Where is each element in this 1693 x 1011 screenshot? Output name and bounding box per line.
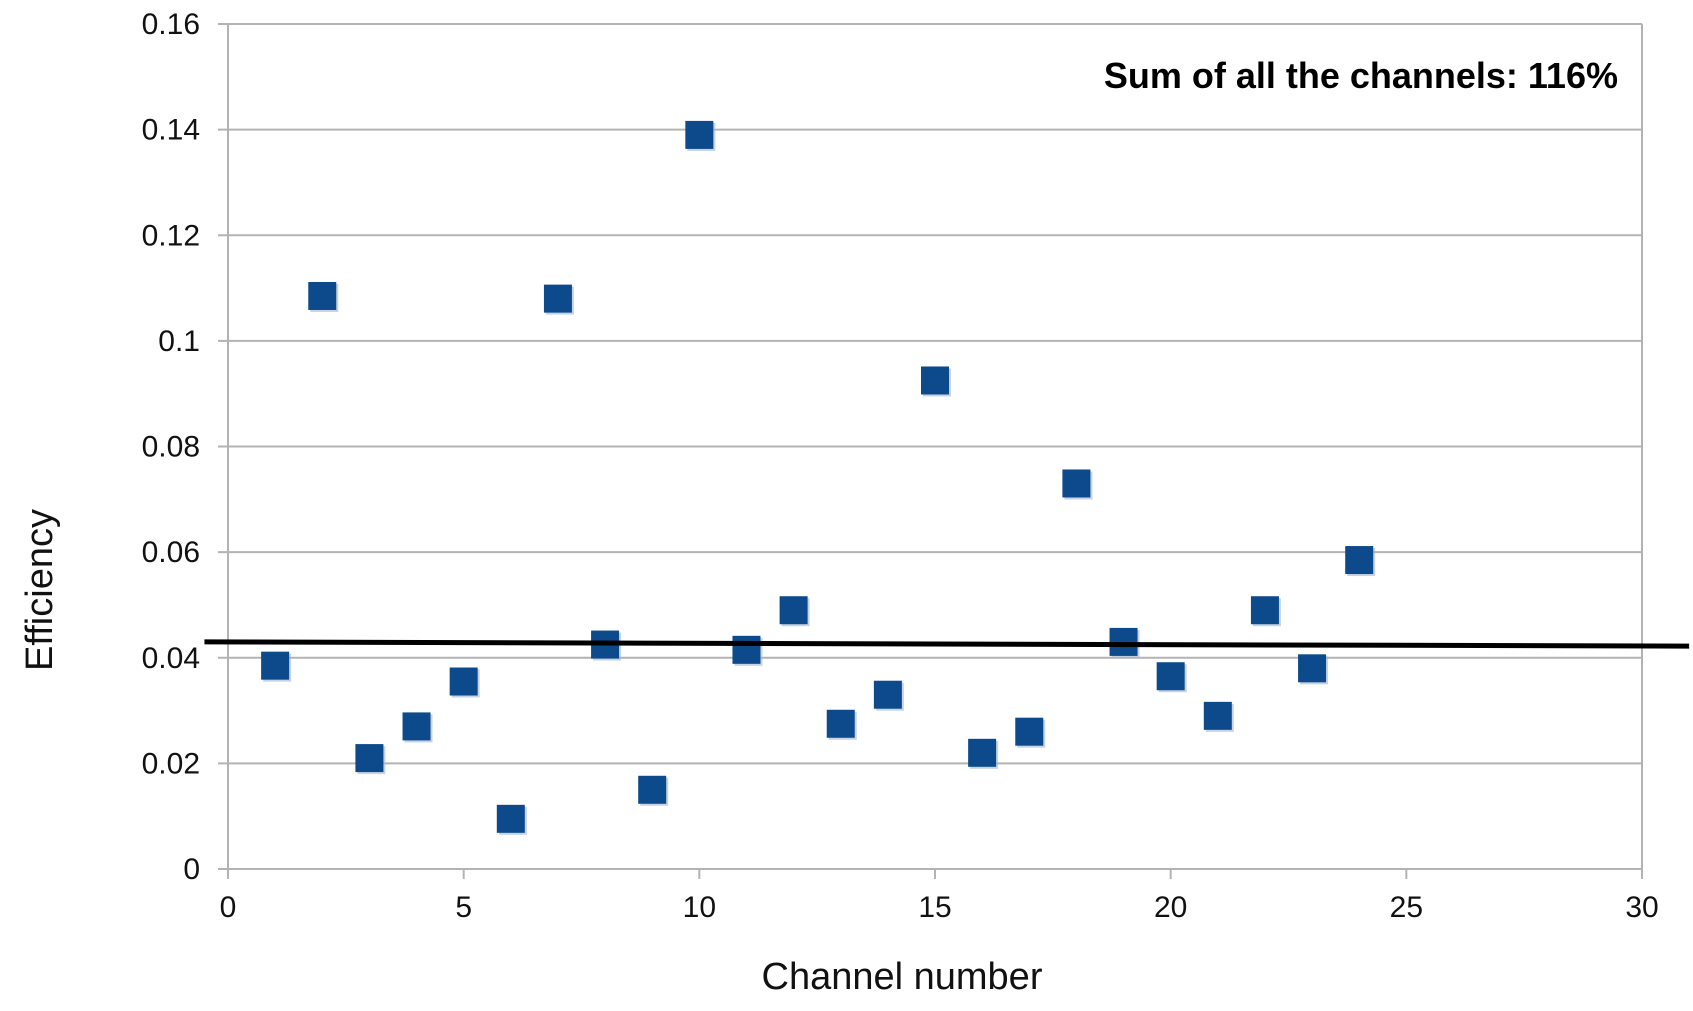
y-tick-label: 0.1 [158,325,200,358]
x-tick-label: 0 [220,891,237,924]
x-tick-label: 15 [918,891,951,924]
y-axis-title: Efficiency [19,509,61,671]
data-point [543,284,572,313]
y-tick-label: 0.06 [142,536,200,569]
y-tick-label: 0.08 [142,431,200,464]
y-tick-label: 0.16 [142,8,200,41]
data-point [1109,627,1138,656]
axes [218,23,1643,879]
data-point [496,804,525,833]
data-point [449,667,478,696]
x-axis-title: Channel number [762,956,1043,998]
y-tick-label: 0.02 [142,747,200,780]
x-tick-label: 30 [1625,891,1658,924]
x-tick-label: 10 [683,891,716,924]
data-point [826,709,855,738]
data-points [261,120,1376,835]
data-point [1062,469,1091,498]
y-tick-label: 0.04 [142,642,200,675]
x-tick-labels: 0 5 10 15 20 25 30 [220,891,1659,924]
data-point [261,651,290,680]
gridlines [228,23,1642,870]
data-point [355,744,384,773]
chart-annotation: Sum of all the channels: 116% [1104,55,1618,96]
x-tick-label: 5 [455,891,472,924]
reference-line [204,639,1690,649]
data-point [1015,717,1044,746]
y-tick-labels: 0 0.02 0.04 0.06 0.08 0.1 0.12 0.14 0.16 [142,8,200,886]
x-tick-label: 20 [1154,891,1187,924]
y-tick-label: 0 [183,853,200,886]
data-point [1298,654,1327,683]
data-point [638,775,667,804]
data-point [1345,546,1374,575]
data-point [873,680,902,709]
data-point [1203,701,1232,730]
data-point [1156,662,1185,691]
data-point [779,596,808,625]
data-point [921,366,949,395]
y-tick-label: 0.12 [142,219,200,252]
data-point [308,281,337,310]
data-point [968,738,997,767]
data-point [685,120,714,149]
data-point [1250,596,1279,625]
data-point [402,712,431,741]
y-tick-label: 0.14 [142,114,200,147]
x-tick-label: 25 [1390,891,1423,924]
data-point [732,635,761,664]
